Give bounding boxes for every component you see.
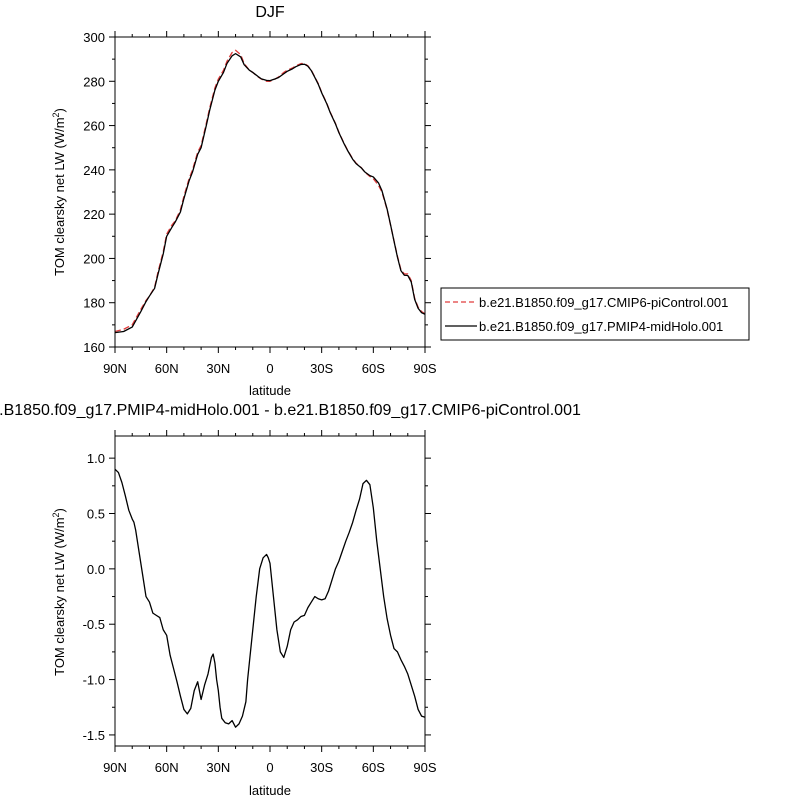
chart-2-x-tick-label: 90S — [413, 760, 436, 775]
chart-1-x-tick-label: 90N — [103, 361, 127, 376]
chart-1-x-tick-label: 0 — [266, 361, 273, 376]
chart-1-y-tick-label: 300 — [83, 30, 105, 45]
chart-2-x-tick-label: 90N — [103, 760, 127, 775]
chart-2-y-tick-label: 1.0 — [87, 451, 105, 466]
chart-1-x-tick-label: 30N — [206, 361, 230, 376]
chart-2-x-axis-label: latitude — [249, 783, 291, 798]
chart-2-series-0-line — [114, 468, 426, 728]
chart-1-y-ticks: 160 180 200 220 240 260 280 300 — [83, 30, 431, 355]
chart-2-title: b.e21.B1850.f09_g17.PMIP4-midHolo.001 - … — [0, 402, 581, 419]
chart-2-y-tick-label: -1.5 — [83, 728, 105, 743]
chart-1-series — [114, 49, 426, 334]
chart-2-x-tick-label: 0 — [266, 760, 273, 775]
chart-1-y-tick-label: 240 — [83, 163, 105, 178]
chart-1-legend: b.e21.B1850.f09_g17.CMIP6-piControl.001 … — [440, 287, 750, 341]
chart-1: DJF 160 180 200 220 240 260 280 300 90N 60N 30N 0 3… — [51, 4, 437, 398]
chart-1-x-tick-label: 60N — [155, 361, 179, 376]
chart-1-y-tick-label: 180 — [83, 296, 105, 311]
chart-2-y-axis-label-sup: 2 — [51, 512, 61, 517]
legend-label-series-0: b.e21.B1850.f09_g17.CMIP6-piControl.001 — [479, 295, 728, 310]
chart-2-x-tick-label: 60S — [362, 760, 385, 775]
chart-1-y-axis-label-close: ) — [52, 108, 67, 112]
chart-2-y-tick-label: 0.0 — [87, 562, 105, 577]
chart-2-plot-frame — [114, 435, 426, 747]
chart-1-x-tick-label: 60S — [362, 361, 385, 376]
chart-2: b.e21.B1850.f09_g17.PMIP4-midHolo.001 - … — [0, 402, 581, 798]
chart-2-y-tick-label: 0.5 — [87, 507, 105, 522]
chart-1-series-0-line — [114, 49, 426, 333]
chart-1-x-tick-label: 30S — [310, 361, 333, 376]
chart-2-x-ticks: 90N 60N 30N 0 30S 60S 90S — [103, 430, 437, 775]
legend-label-series-1: b.e21.B1850.f09_g17.PMIP4-midHolo.001 — [479, 319, 723, 334]
chart-2-x-tick-label: 60N — [155, 760, 179, 775]
chart-2-y-ticks: -1.5 -1.0 -0.5 0.0 0.5 1.0 — [83, 451, 431, 743]
chart-2-x-tick-label: 30N — [206, 760, 230, 775]
chart-1-y-tick-label: 220 — [83, 207, 105, 222]
chart-1-x-ticks: 90N 60N 30N 0 30S 60S 90S — [103, 31, 437, 376]
chart-1-y-tick-label: 160 — [83, 340, 105, 355]
chart-1-x-tick-label: 90S — [413, 361, 436, 376]
legend-frame — [440, 287, 750, 341]
chart-1-y-tick-label: 200 — [83, 251, 105, 266]
chart-1-y-tick-label: 280 — [83, 74, 105, 89]
chart-1-y-tick-label: 260 — [83, 119, 105, 134]
chart-2-y-axis-label-main: TOM clearsky net LW (W/m — [52, 517, 67, 675]
chart-1-series-1-line — [114, 52, 426, 334]
chart-2-y-axis-label-close: ) — [52, 508, 67, 512]
chart-2-y-tick-label: -0.5 — [83, 617, 105, 632]
chart-2-x-tick-label: 30S — [310, 760, 333, 775]
chart-1-y-axis-label-sup: 2 — [51, 112, 61, 117]
chart-1-x-axis-label: latitude — [249, 383, 291, 398]
chart-2-series — [114, 468, 426, 728]
chart-1-y-axis-label-main: TOM clearsky net LW (W/m — [52, 117, 67, 275]
chart-2-y-axis-label: TOM clearsky net LW (W/m2) — [51, 508, 67, 676]
chart-1-title: DJF — [255, 4, 285, 21]
chart-1-y-axis-label: TOM clearsky net LW (W/m2) — [51, 108, 67, 276]
chart-2-y-tick-label: -1.0 — [83, 673, 105, 688]
chart-1-plot-frame — [114, 36, 426, 348]
